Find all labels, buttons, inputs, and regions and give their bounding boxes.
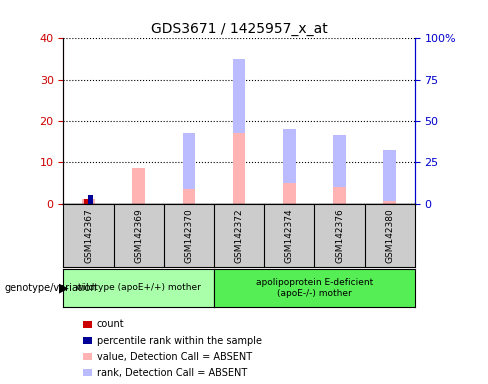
- Bar: [84, 199, 89, 204]
- Text: value, Detection Call = ABSENT: value, Detection Call = ABSENT: [97, 352, 252, 362]
- Text: ▶: ▶: [59, 281, 68, 295]
- Bar: [283, 129, 296, 183]
- Text: rank, Detection Call = ABSENT: rank, Detection Call = ABSENT: [97, 368, 247, 378]
- Text: GSM142370: GSM142370: [184, 209, 193, 263]
- Bar: [333, 136, 346, 204]
- Text: GSM142367: GSM142367: [84, 209, 93, 263]
- Text: apolipoprotein E-deficient
(apoE-/-) mother: apolipoprotein E-deficient (apoE-/-) mot…: [256, 278, 373, 298]
- Bar: [233, 59, 245, 204]
- Text: GSM142369: GSM142369: [134, 209, 143, 263]
- Text: percentile rank within the sample: percentile rank within the sample: [97, 336, 262, 346]
- Text: GSM142374: GSM142374: [285, 209, 294, 263]
- Bar: [82, 199, 95, 204]
- Text: GSM142372: GSM142372: [235, 209, 244, 263]
- Text: GSM142376: GSM142376: [335, 209, 344, 263]
- Title: GDS3671 / 1425957_x_at: GDS3671 / 1425957_x_at: [151, 22, 327, 36]
- Bar: [384, 150, 396, 204]
- Bar: [183, 133, 195, 204]
- Bar: [384, 150, 396, 202]
- Text: genotype/variation: genotype/variation: [5, 283, 98, 293]
- Bar: [283, 129, 296, 204]
- Text: wildtype (apoE+/+) mother: wildtype (apoE+/+) mother: [76, 283, 201, 293]
- Text: count: count: [97, 319, 124, 329]
- Bar: [233, 59, 245, 133]
- Bar: [132, 169, 145, 204]
- Bar: [88, 195, 93, 204]
- Text: GSM142380: GSM142380: [385, 209, 394, 263]
- Bar: [333, 136, 346, 187]
- Bar: [183, 133, 195, 189]
